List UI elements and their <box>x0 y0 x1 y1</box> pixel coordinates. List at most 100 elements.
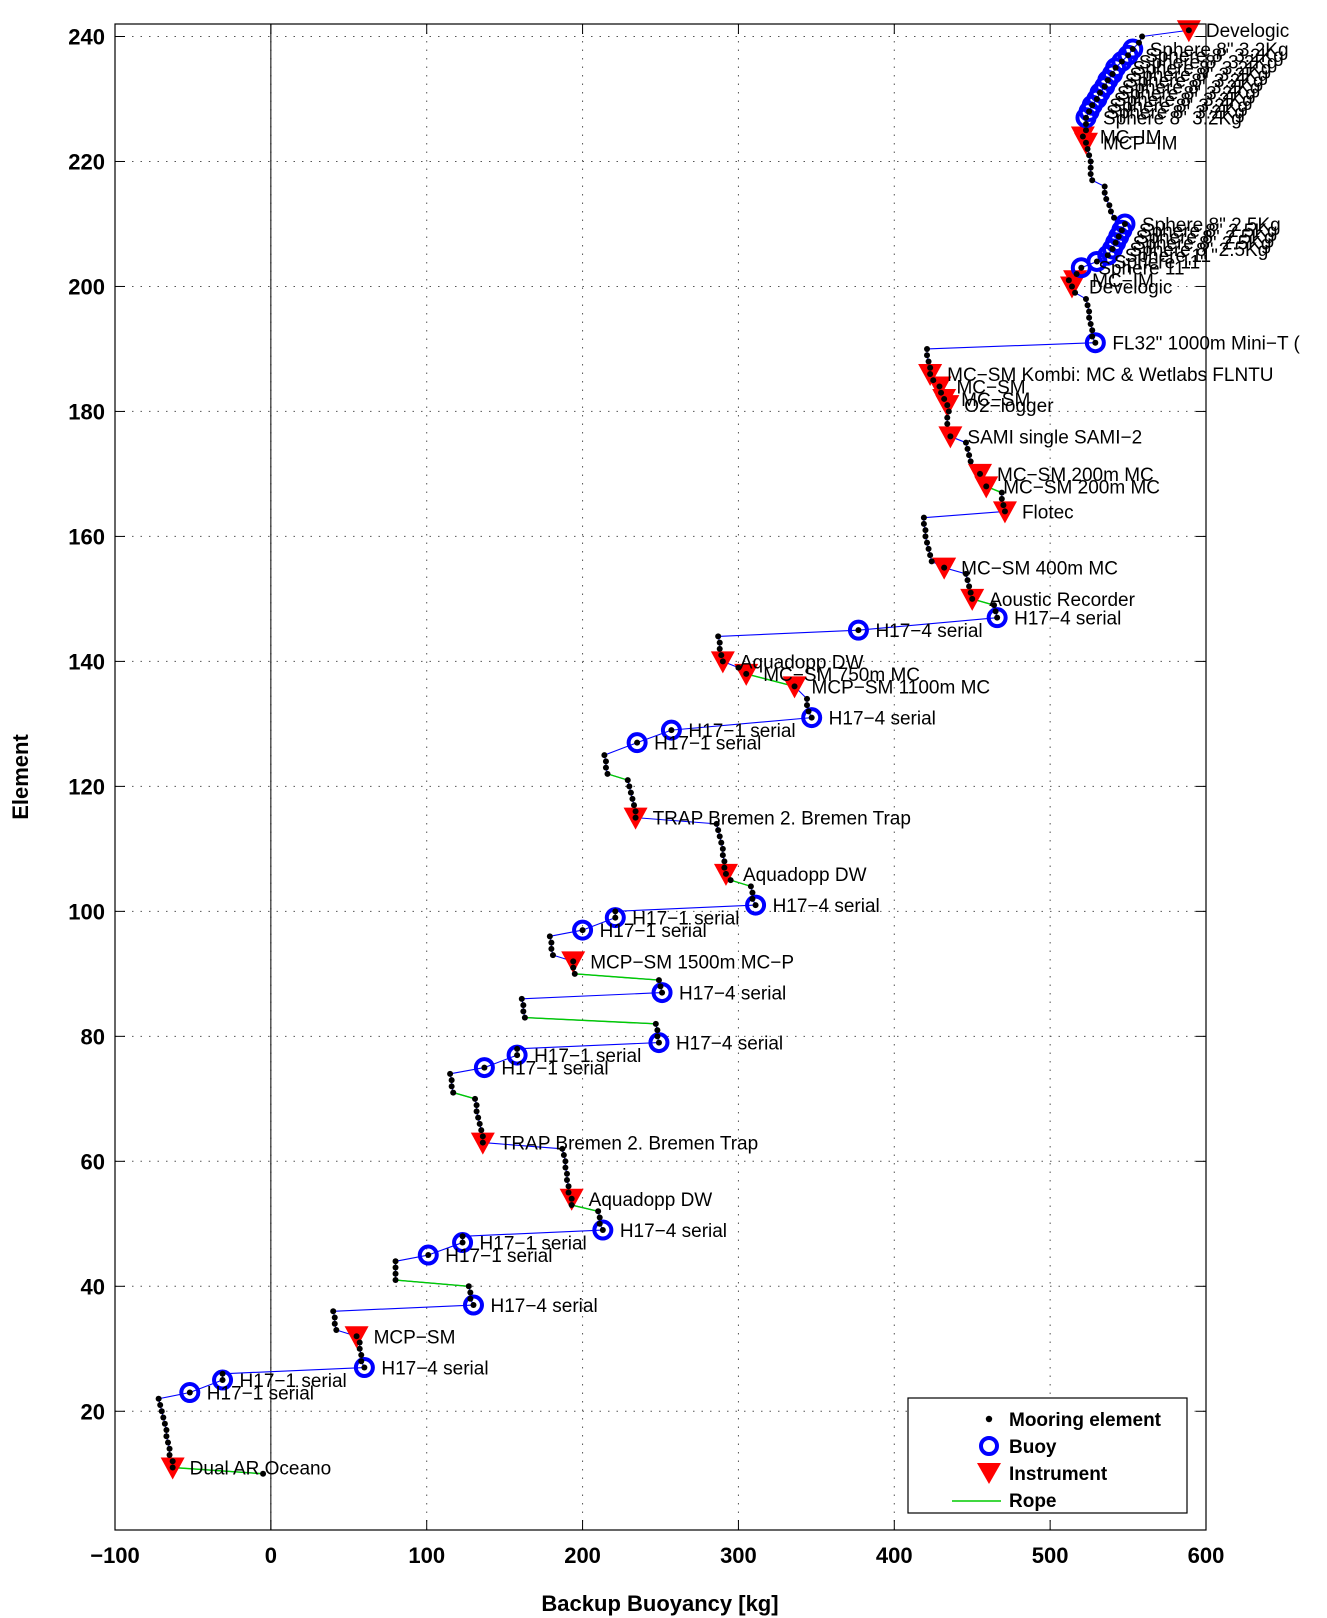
mooring-element-point <box>472 1095 479 1102</box>
y-tick-label: 20 <box>81 1399 105 1424</box>
mooring-element-point <box>749 895 756 902</box>
mooring-element-point <box>627 789 634 796</box>
mooring-element-point <box>465 1283 472 1290</box>
y-tick-label: 240 <box>68 24 105 49</box>
buoy-label: H17−4 serial <box>773 896 880 917</box>
mooring-segment <box>222 1366 365 1375</box>
buoy-marker <box>1122 38 1144 60</box>
x-axis-title: Backup Buoyancy [kg] <box>541 1591 778 1616</box>
y-tick-label: 100 <box>68 899 105 924</box>
mooring-element-point <box>1082 139 1089 146</box>
legend-mooring-marker <box>985 1415 993 1423</box>
legend-instrument-marker <box>977 1463 1001 1484</box>
mooring-element-point <box>930 377 937 384</box>
mooring-element-point <box>169 1464 176 1471</box>
instrument-label: Dual AR Oceano <box>190 1459 332 1480</box>
mooring-element-point <box>331 1314 338 1321</box>
rope-segment <box>172 1466 264 1475</box>
buoy-label: Sphere 8" 3.2Kg <box>1133 59 1272 80</box>
mooring-element-point <box>570 958 577 965</box>
buoy-label: H17−4 serial <box>1014 609 1121 630</box>
mooring-element-point <box>1121 220 1128 227</box>
mooring-element-point <box>448 1083 455 1090</box>
mooring-element-point <box>333 1327 340 1334</box>
buoy-label: Sphere 8" 3.2Kg <box>1129 65 1268 86</box>
buoy-label: Sphere 8" 2.5Kg <box>1129 240 1268 261</box>
mooring-element-point <box>928 558 935 565</box>
mooring-element-point <box>562 1158 569 1165</box>
mooring-element-point <box>1082 127 1089 134</box>
y-tick-label: 140 <box>68 649 105 674</box>
mooring-element-point <box>1103 195 1110 202</box>
mooring-element-point <box>925 358 932 365</box>
mooring-element-point <box>169 1458 176 1465</box>
mooring-element-point <box>998 495 1005 502</box>
mooring-element-point <box>624 777 631 784</box>
y-tick-label: 160 <box>68 524 105 549</box>
x-tick-label: 0 <box>265 1543 277 1568</box>
mooring-element-point <box>654 1033 661 1040</box>
mooring-element-point <box>977 470 984 477</box>
instrument-label: MC−SM Kombi: MC & Wetlabs FLNTU <box>947 365 1273 386</box>
legend-mooring-label: Mooring element <box>1009 1410 1162 1431</box>
mooring-element-point <box>719 852 726 859</box>
mooring-element-point <box>962 439 969 446</box>
mooring-element-point <box>565 1183 572 1190</box>
mooring-element-point <box>157 1402 164 1409</box>
mooring-element-point <box>470 1302 477 1309</box>
mooring-element-point <box>155 1395 162 1402</box>
mooring-element-point <box>467 1289 474 1296</box>
mooring-segment <box>395 1254 429 1262</box>
mooring-element-point <box>941 395 948 402</box>
mooring-element-point <box>475 1114 482 1121</box>
mooring-element-point <box>718 652 725 659</box>
mooring-element-point <box>563 1177 570 1184</box>
mooring-element-point <box>1082 120 1089 127</box>
mooring-segment <box>671 717 812 731</box>
mooring-element-point <box>804 695 811 702</box>
mooring-element-point <box>964 445 971 452</box>
buoy-marker <box>473 1057 495 1079</box>
mooring-segment <box>549 929 583 937</box>
x-tick-label: 600 <box>1188 1543 1225 1568</box>
buoy-label: Sphere 8" 3.2Kg <box>1114 90 1253 111</box>
y-tick-label: 80 <box>81 1024 105 1049</box>
mooring-element-point <box>514 1052 521 1059</box>
mooring-element-point <box>1112 239 1119 246</box>
mooring-segment <box>333 1304 474 1312</box>
mooring-element-point <box>1089 327 1096 334</box>
buoy-label: H17−1 serial <box>480 1234 587 1255</box>
mooring-element-point <box>1087 170 1094 177</box>
buoy-marker <box>592 1219 614 1241</box>
mooring-element-point <box>1101 183 1108 190</box>
mooring-element-point <box>927 370 934 377</box>
mooring-element-point <box>356 1339 363 1346</box>
instrument-label: Aoustic Recorder <box>989 590 1135 611</box>
mooring-element-point <box>716 645 723 652</box>
instrument-label: Aquadopp DW <box>743 865 867 886</box>
instrument-label: MC−SM <box>956 377 1025 398</box>
mooring-element-point <box>164 1439 171 1446</box>
buoy-label: Sphere 8" 3.2Kg <box>1150 40 1289 61</box>
mooring-element-point <box>1109 70 1116 77</box>
mooring-element-point <box>1104 252 1111 259</box>
mooring-element-point <box>219 1370 226 1377</box>
buoy-label: Sphere 8" 3.2Kg <box>1109 96 1248 117</box>
mooring-segment <box>858 617 998 631</box>
mooring-element-point <box>1115 233 1122 240</box>
mooring-segment <box>582 917 616 931</box>
mooring-element-point <box>1129 45 1136 52</box>
mooring-element-point <box>1087 320 1094 327</box>
instrument-label: Develogic <box>1089 277 1172 298</box>
y-tick-label: 120 <box>68 774 105 799</box>
mooring-element-point <box>596 1220 603 1227</box>
mooring-element-point <box>718 839 725 846</box>
mooring-element-point <box>549 952 556 959</box>
x-tick-label: 300 <box>720 1543 757 1568</box>
mooring-element-point <box>392 1270 399 1277</box>
mooring-element-point <box>559 1145 566 1152</box>
buoy-label: Sphere 11" <box>1098 259 1191 280</box>
buoy-marker <box>179 1382 201 1404</box>
mooring-element-point <box>804 702 811 709</box>
mooring-element-point <box>752 902 759 909</box>
